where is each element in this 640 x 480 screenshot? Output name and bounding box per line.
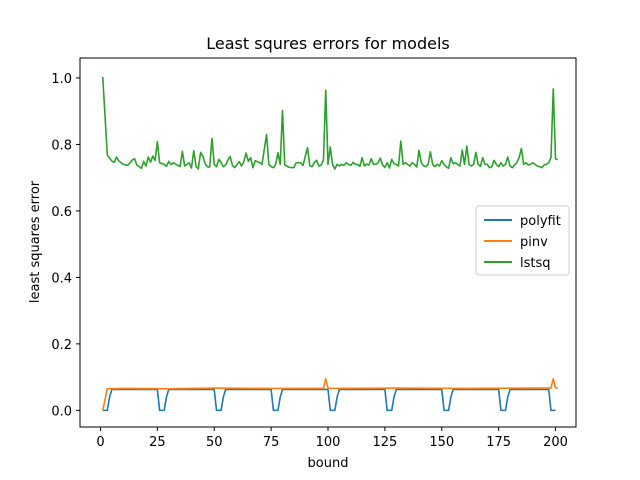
- series-line-lstsq: [101, 76, 559, 170]
- x-axis: 0 25 50 75 100 125 150 175 200: [96, 427, 568, 450]
- y-tick-label: 0.6: [51, 205, 72, 220]
- plot-frame: [79, 57, 577, 428]
- x-tick-label: 75: [263, 435, 280, 450]
- x-tick-label: 50: [206, 435, 223, 450]
- x-tick-label: 100: [316, 435, 341, 450]
- series-layer: [101, 76, 559, 412]
- legend-label-pinv: pinv: [520, 235, 548, 250]
- x-tick-label: 125: [372, 435, 397, 450]
- y-tick-label: 0.8: [51, 138, 72, 153]
- legend-label-polyfit: polyfit: [520, 214, 561, 229]
- legend-box: [475, 205, 570, 276]
- x-axis-label: bound: [308, 456, 349, 471]
- x-tick-label: 175: [486, 435, 511, 450]
- x-tick-label: 150: [429, 435, 454, 450]
- y-tick-label: 0.4: [51, 271, 72, 286]
- y-tick-label: 0.2: [51, 338, 72, 353]
- x-tick-label: 200: [543, 435, 568, 450]
- y-axis: 0.0 0.2 0.4 0.6 0.8 1.0: [51, 72, 80, 419]
- y-tick-label: 1.0: [51, 72, 72, 87]
- legend: polyfit pinv lstsq: [475, 205, 570, 276]
- x-tick-label: 0: [96, 435, 104, 450]
- series-line-polyfit: [102, 388, 556, 412]
- series-line-pinv: [101, 378, 558, 411]
- legend-label-lstsq: lstsq: [520, 256, 551, 271]
- y-axis-label: least squares error: [28, 180, 43, 303]
- x-tick-label: 25: [149, 435, 166, 450]
- y-tick-label: 0.0: [51, 404, 72, 419]
- chart-title: Least squres errors for models: [206, 34, 450, 53]
